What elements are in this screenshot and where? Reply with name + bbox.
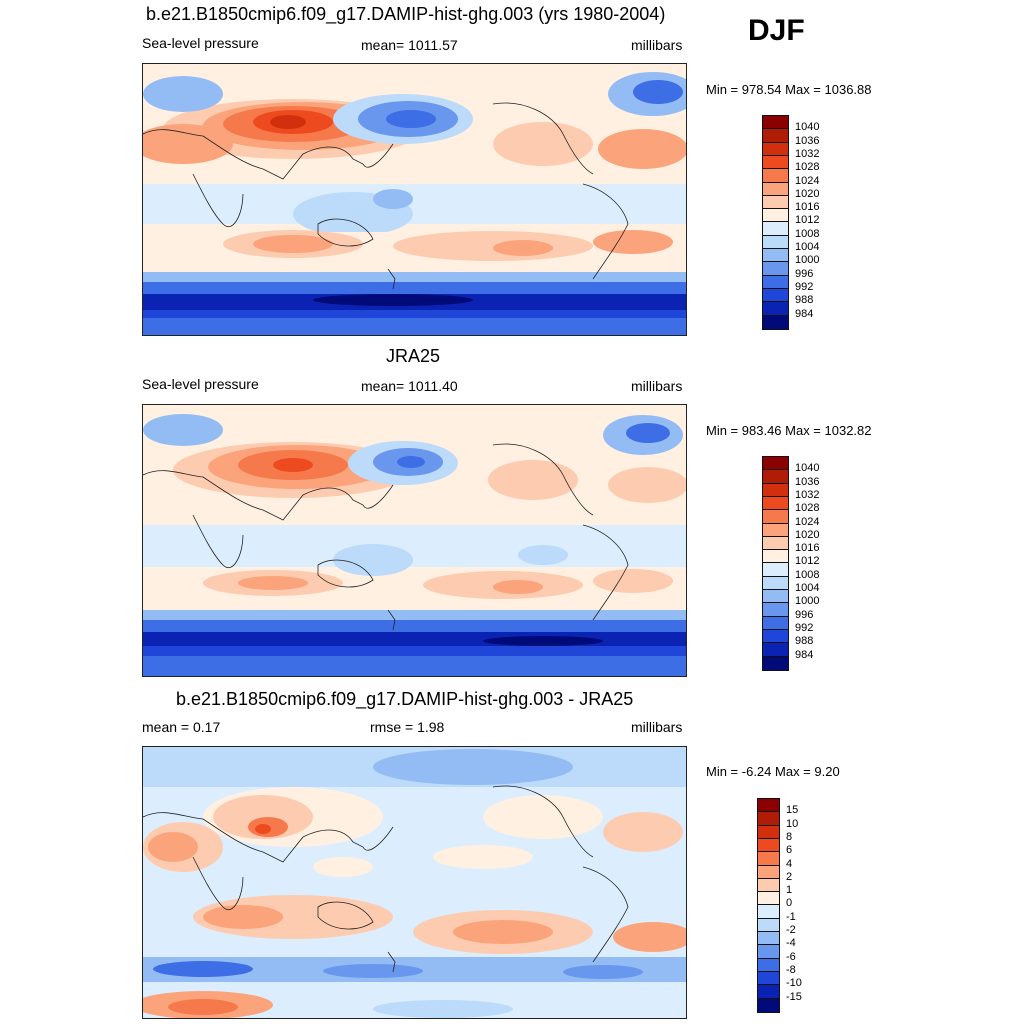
colorbar-swatch: [762, 655, 789, 671]
colorbar-label: 1016: [795, 201, 820, 214]
colorbar-label: -15: [786, 990, 802, 1003]
colorbar-label: 1024: [795, 174, 820, 187]
colorbar-label: 1024: [795, 515, 820, 528]
colorbar-label: 988: [795, 635, 814, 648]
colorbar-label: 1020: [795, 187, 820, 200]
panel-2-variable-label: Sea-level pressure: [142, 376, 259, 392]
colorbar-label: -6: [786, 950, 796, 963]
colorbar-label: -2: [786, 924, 796, 936]
colorbar-label: 1032: [795, 147, 820, 160]
colorbar-label: 1040: [795, 121, 820, 134]
panel-1-minmax: Min = 978.54 Max = 1036.88: [706, 82, 872, 97]
colorbar-label: 1012: [795, 214, 820, 227]
panel-1-variable-label: Sea-level pressure: [142, 35, 259, 51]
colorbar-label: 1: [786, 884, 793, 897]
panel-1-mean-label: mean= 1011.57: [361, 37, 458, 53]
colorbar-label: 1004: [795, 241, 820, 253]
colorbar-label: 1000: [795, 254, 820, 267]
panel-3-title: b.e21.B1850cmip6.f09_g17.DAMIP-hist-ghg.…: [176, 689, 634, 709]
colorbar-label: 1028: [795, 502, 820, 515]
colorbar-label: 1036: [795, 475, 820, 488]
panel-2-minmax: Min = 983.46 Max = 1032.82: [706, 423, 872, 438]
colorbar-label: 992: [795, 280, 814, 293]
panel-3-mean-label: mean = 0.17: [142, 719, 221, 735]
colorbar-label: 1036: [795, 134, 820, 147]
panel-1-map: [142, 63, 687, 336]
colorbar-label: 996: [795, 608, 814, 621]
colorbar-swatch: [762, 314, 789, 330]
panel-3-map: [142, 746, 687, 1019]
colorbar-label: 1020: [795, 528, 820, 541]
colorbar-label: 2: [786, 870, 793, 883]
colorbar-label: 1040: [795, 462, 820, 475]
colorbar-label: 10: [786, 817, 799, 830]
colorbar-label: 1000: [795, 595, 820, 608]
colorbar-label: 988: [795, 294, 814, 307]
colorbar-label: 1008: [795, 227, 820, 240]
season-label: DJF: [748, 14, 805, 47]
colorbar-label: 1004: [795, 582, 820, 594]
panel-3-minmax: Min = -6.24 Max = 9.20: [706, 764, 840, 779]
colorbar-label: -10: [786, 977, 802, 990]
colorbar-label: 1012: [795, 555, 820, 568]
colorbar-label: 1032: [795, 488, 820, 501]
colorbar-label: 1028: [795, 161, 820, 174]
colorbar-label: -4: [786, 937, 796, 950]
colorbar-label: 6: [786, 844, 793, 857]
colorbar-label: 1016: [795, 542, 820, 555]
colorbar-label: 984: [795, 307, 814, 320]
colorbar-label: -8: [786, 963, 796, 976]
panel-3-units-label: millibars: [631, 719, 683, 735]
panel-2-mean-label: mean= 1011.40: [361, 378, 458, 394]
colorbar-label: 8: [786, 830, 793, 843]
panel-2-units-label: millibars: [631, 378, 683, 394]
panel-1-title: b.e21.B1850cmip6.f09_g17.DAMIP-hist-ghg.…: [146, 4, 666, 24]
colorbar-label: 15: [786, 804, 799, 817]
colorbar-label: 1008: [795, 568, 820, 581]
colorbar-label: 4: [786, 857, 793, 870]
panel-2-title: JRA25: [386, 346, 441, 366]
panel-3-rmse-label: rmse = 1.98: [370, 719, 445, 735]
colorbar-label: 992: [795, 621, 814, 634]
colorbar-swatch: [757, 997, 780, 1013]
colorbar-label: -1: [786, 910, 796, 923]
colorbar-label: 984: [795, 648, 814, 661]
panel-2-map: [142, 404, 687, 677]
panel-1-units-label: millibars: [631, 37, 683, 53]
colorbar-label: 0: [786, 897, 793, 910]
colorbar-label: 996: [795, 267, 814, 280]
